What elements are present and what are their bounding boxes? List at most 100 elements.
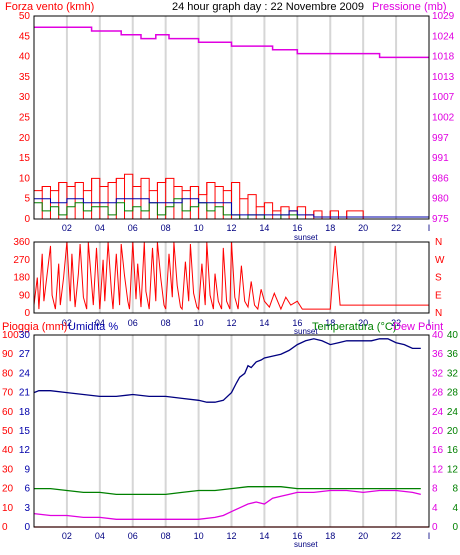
y-tick-label: 20 — [19, 133, 31, 144]
p3-right-outer-ticks: 0 4 8 12 16 20 24 28 32 36 40 — [447, 330, 459, 533]
y-tick-label: 4 — [452, 503, 458, 514]
p3-humidity-ticks: 0 3 6 9 12 15 18 21 24 27 30 — [19, 330, 31, 533]
x-tick-label: 06 — [128, 531, 138, 541]
temperature-line — [34, 486, 421, 496]
temperature-axis-label: Temperatura (°C) — [312, 321, 396, 333]
y-tick-label: 270 — [13, 255, 30, 266]
y-tick-label: 90 — [19, 290, 31, 301]
p3-grid — [65, 335, 398, 527]
p3-x-ticks: 02 04 06 08 10 12 14 16 18 20 22 I — [62, 531, 430, 541]
y-tick-label: 991 — [432, 153, 449, 164]
x-tick-label: 12 — [226, 223, 236, 233]
y-tick-label: 0 — [452, 522, 458, 533]
p2-left-ticks: 0 90 180 270 360 — [13, 237, 30, 319]
x-tick-label: 02 — [62, 318, 72, 328]
y-tick-label: 3 — [24, 503, 30, 514]
y-tick-label: 30 — [2, 464, 14, 475]
y-tick-label: 20 — [2, 484, 14, 495]
y-tick-label: 50 — [2, 426, 14, 437]
p1-sunset-label: sunset — [294, 233, 318, 242]
x-tick-label: 16 — [292, 318, 302, 328]
y-tick-label: 50 — [19, 11, 31, 22]
x-tick-label: 02 — [62, 531, 72, 541]
rain-axis-label: Pioggia (mm) — [2, 321, 67, 333]
y-tick-label: 5 — [24, 194, 30, 205]
y-tick-label: 10 — [2, 503, 14, 514]
x-tick-label: 18 — [325, 318, 335, 328]
p2-series — [33, 241, 429, 311]
y-tick-label: 1013 — [432, 72, 455, 83]
humidity-line — [33, 338, 421, 403]
p3-right-inner-ticks: 0 4 8 12 16 20 24 28 32 36 40 — [432, 330, 444, 533]
x-tick-label: I — [428, 531, 431, 541]
y-tick-label: 8 — [452, 484, 458, 495]
y-tick-label: 12 — [447, 464, 459, 475]
dewpoint-line — [33, 489, 421, 520]
y-tick-label: 60 — [2, 407, 14, 418]
x-tick-label: 04 — [95, 223, 105, 233]
p3-rain-ticks: 0 10 20 30 40 50 60 70 80 90 100 — [2, 330, 19, 533]
pressure-axis-label: Pressione (mb) — [372, 1, 447, 13]
y-tick-label: 997 — [432, 133, 449, 144]
y-tick-label: 980 — [432, 194, 449, 205]
y-tick-label: 36 — [447, 349, 459, 360]
x-tick-label: 10 — [194, 223, 204, 233]
x-tick-label: 02 — [62, 223, 72, 233]
y-tick-label: 0 — [2, 522, 8, 533]
y-tick-label: 12 — [432, 464, 444, 475]
y-tick-label: 1024 — [432, 31, 455, 42]
y-tick-label: 70 — [2, 388, 14, 399]
x-tick-label: 06 — [128, 223, 138, 233]
y-tick-label: 15 — [19, 426, 31, 437]
y-tick-label: 40 — [19, 52, 31, 63]
x-tick-label: 22 — [391, 223, 401, 233]
y-tick-label: 10 — [19, 173, 31, 184]
x-tick-label: 20 — [358, 531, 368, 541]
x-tick-label: 14 — [259, 223, 269, 233]
humidity-axis-label: Umidita % — [68, 321, 118, 333]
x-tick-label: 22 — [391, 318, 401, 328]
x-tick-label: 16 — [292, 223, 302, 233]
y-tick-label: 6 — [24, 484, 30, 495]
y-tick-label: 4 — [432, 503, 438, 514]
y-tick-label: 12 — [19, 445, 31, 456]
y-tick-label: W — [435, 255, 445, 266]
p2-sunset-label: sunset — [294, 327, 318, 336]
y-tick-label: 20 — [432, 426, 444, 437]
y-tick-label: S — [435, 273, 442, 284]
x-tick-label: 18 — [325, 531, 335, 541]
x-tick-label: 20 — [358, 223, 368, 233]
direction-line — [33, 241, 429, 311]
x-tick-label: 14 — [259, 318, 269, 328]
y-tick-label: 80 — [2, 368, 14, 379]
x-tick-label: 08 — [161, 223, 171, 233]
x-tick-label: 14 — [259, 531, 269, 541]
x-tick-label: 06 — [128, 318, 138, 328]
y-tick-label: 28 — [447, 388, 459, 399]
y-tick-label: 30 — [19, 92, 31, 103]
y-tick-label: 40 — [2, 445, 14, 456]
x-tick-label: I — [428, 223, 431, 233]
y-tick-label: 180 — [13, 273, 30, 284]
y-tick-label: 100 — [2, 330, 19, 341]
y-tick-label: 9 — [24, 464, 30, 475]
y-tick-label: 40 — [447, 330, 459, 341]
y-tick-label: 16 — [447, 445, 459, 456]
y-tick-label: 8 — [432, 484, 438, 495]
p3-sunset-label: sunset — [294, 540, 318, 549]
p2-frame — [33, 241, 430, 314]
y-tick-label: 90 — [2, 349, 14, 360]
x-tick-label: 04 — [95, 318, 105, 328]
x-tick-label: 04 — [95, 531, 105, 541]
gust-line — [34, 173, 429, 220]
p3-frame — [33, 334, 430, 528]
p1-left-ticks: 0 5 10 15 20 25 30 35 40 45 50 — [19, 11, 31, 225]
y-tick-label: 32 — [432, 368, 444, 379]
x-tick-label: 10 — [194, 318, 204, 328]
y-tick-label: 24 — [19, 368, 31, 379]
p1-frame — [33, 15, 430, 220]
p1-x-ticks: 02 04 06 08 10 12 14 16 18 20 22 I — [62, 223, 430, 233]
dewpoint-axis-label: Dew Point — [393, 321, 443, 333]
